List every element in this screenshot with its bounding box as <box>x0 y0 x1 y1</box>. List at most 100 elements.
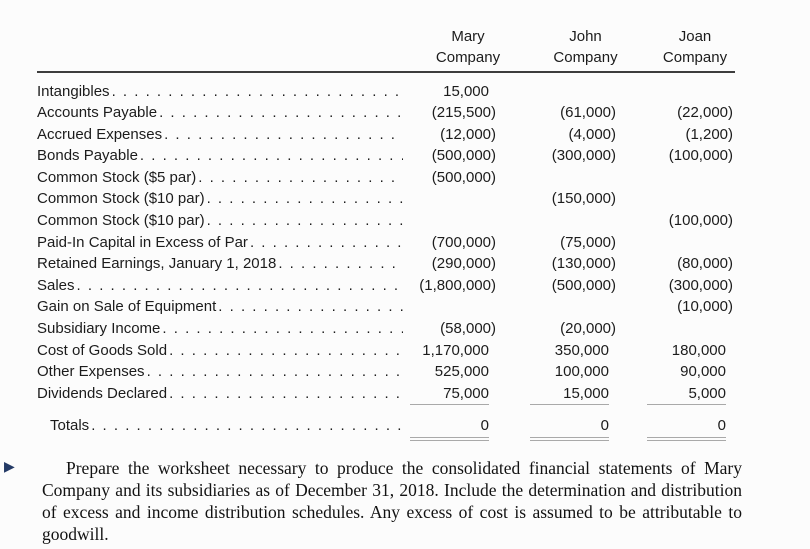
table-row: Common Stock ($10 par) (100,000) <box>37 212 735 234</box>
problem-statement: ▶ Prepare the worksheet necessary to pro… <box>4 457 744 545</box>
joan-company-value-cell: (100,000) <box>618 147 735 164</box>
account-label: Retained Earnings, January 1, 2018 <box>37 255 277 273</box>
problem-text: Prepare the worksheet necessary to produ… <box>42 458 742 544</box>
table-row: Intangibles 15,000 <box>37 83 735 105</box>
cell-value: (10,000) <box>677 298 733 316</box>
mary-company-value-cell: 15,000 <box>405 83 498 100</box>
dot-leader <box>250 234 403 251</box>
john-company-value-cell: (61,000) <box>498 104 618 121</box>
account-label-cell: Accrued Expenses <box>37 126 405 143</box>
column-header-line: Company <box>435 49 501 66</box>
table-row: Common Stock ($10 par) (150,000) <box>37 190 735 212</box>
account-label-cell: Accounts Payable <box>37 104 405 121</box>
john-company-value-cell: 15,000 <box>498 385 618 405</box>
column-header-mary-company: Mary Company <box>426 26 510 68</box>
table-row: Dividends Declared 75,000 15,000 5,000 <box>37 385 735 407</box>
dot-leader <box>278 255 403 272</box>
cell-value: (500,000) <box>551 276 616 294</box>
cell-value: 100,000 <box>554 363 609 381</box>
joan-company-value-cell: (22,000) <box>618 104 735 121</box>
cell-value: 5,000 <box>647 385 726 405</box>
table-row: Totals 0 0 0 <box>37 417 735 442</box>
cell-value: (58,000) <box>440 320 496 338</box>
joan-company-value-cell: (100,000) <box>618 212 735 229</box>
joan-company-value-cell: 180,000 <box>618 342 735 359</box>
cell-value: (12,000) <box>440 125 496 143</box>
cell-value: 75,000 <box>410 385 489 405</box>
dot-leader <box>169 342 403 359</box>
header-rule <box>37 71 735 73</box>
table-row: Accrued Expenses (12,000) (4,000) (1,200… <box>37 126 735 148</box>
cell-value: (700,000) <box>431 233 496 251</box>
dot-leader <box>91 417 403 434</box>
cell-value: 180,000 <box>671 341 726 359</box>
cell-value: 1,170,000 <box>422 341 489 359</box>
column-header-line: Joan <box>678 28 712 45</box>
table-row: Gain on Sale of Equipment (10,000) <box>37 298 735 320</box>
mary-company-value-cell: 75,000 <box>405 385 498 405</box>
joan-company-value-cell: (1,200) <box>618 126 735 143</box>
joan-company-value-cell: 5,000 <box>618 385 735 405</box>
account-label: Other Expenses <box>37 363 145 381</box>
account-label-cell: Common Stock ($5 par) <box>37 169 405 186</box>
account-label: Common Stock ($10 par) <box>37 212 205 230</box>
cell-value: (500,000) <box>431 168 496 186</box>
table-row: Subsidiary Income (58,000) (20,000) <box>37 320 735 342</box>
mary-company-value-cell: (500,000) <box>405 147 498 164</box>
john-company-value-cell: (130,000) <box>498 255 618 272</box>
john-company-value-cell: (75,000) <box>498 234 618 251</box>
account-label-cell: Common Stock ($10 par) <box>37 212 405 229</box>
column-header-line: Company <box>662 49 728 66</box>
dot-leader <box>198 169 403 186</box>
cell-value: (100,000) <box>668 212 733 230</box>
cell-value: 90,000 <box>680 363 726 381</box>
john-company-value-cell: 100,000 <box>498 363 618 380</box>
account-label: Bonds Payable <box>37 147 138 165</box>
table-row: Retained Earnings, January 1, 2018 (290,… <box>37 255 735 277</box>
john-company-value-cell: (4,000) <box>498 126 618 143</box>
cell-value: (20,000) <box>560 320 616 338</box>
john-company-value-cell: (20,000) <box>498 320 618 337</box>
account-label-cell: Cost of Goods Sold <box>37 342 405 359</box>
account-label-cell: Dividends Declared <box>37 385 405 402</box>
cell-value: (22,000) <box>677 104 733 122</box>
account-label: Accounts Payable <box>37 104 158 122</box>
cell-value: (4,000) <box>568 125 616 143</box>
mary-company-value-cell: 525,000 <box>405 363 498 380</box>
john-company-value-cell: (150,000) <box>498 190 618 207</box>
table-row: Accounts Payable (215,500) (61,000) (22,… <box>37 104 735 126</box>
cell-value: 0 <box>647 417 726 442</box>
dot-leader <box>112 83 403 100</box>
dot-leader <box>207 190 403 207</box>
cell-value: (130,000) <box>551 255 616 273</box>
account-label-cell: Paid-In Capital in Excess of Par <box>37 234 405 251</box>
account-label: Common Stock ($10 par) <box>37 190 205 208</box>
table-body: Intangibles 15,000 Accounts Payable (215… <box>37 83 735 442</box>
column-header-line: Company <box>553 49 618 66</box>
mary-company-value-cell: (500,000) <box>405 169 498 186</box>
cell-value: (300,000) <box>668 276 733 294</box>
john-company-value-cell: (500,000) <box>498 277 618 294</box>
column-header-john-company: John Company <box>530 26 641 68</box>
dot-leader <box>207 212 403 229</box>
john-company-value-cell: 350,000 <box>498 342 618 359</box>
dot-leader <box>77 277 403 294</box>
cell-value: (100,000) <box>668 147 733 165</box>
cell-value: (75,000) <box>560 233 616 251</box>
joan-company-value-cell: 0 <box>618 417 735 442</box>
account-label: Subsidiary Income <box>37 320 161 338</box>
account-label: Paid-In Capital in Excess of Par <box>37 233 248 251</box>
dot-leader <box>162 320 403 337</box>
cell-value: 525,000 <box>434 363 489 381</box>
cell-value: 350,000 <box>554 341 609 359</box>
cell-value: (61,000) <box>560 104 616 122</box>
table-header: Mary Company John Company Joan Company <box>37 20 735 71</box>
account-label: Accrued Expenses <box>37 125 163 143</box>
cell-value: (150,000) <box>551 190 616 208</box>
account-label: Dividends Declared <box>37 384 168 402</box>
cell-value: (1,200) <box>685 125 733 143</box>
cell-value: (80,000) <box>677 255 733 273</box>
table-row: Cost of Goods Sold 1,170,000 350,000 180… <box>37 342 735 364</box>
column-header-line: Mary <box>451 28 485 45</box>
